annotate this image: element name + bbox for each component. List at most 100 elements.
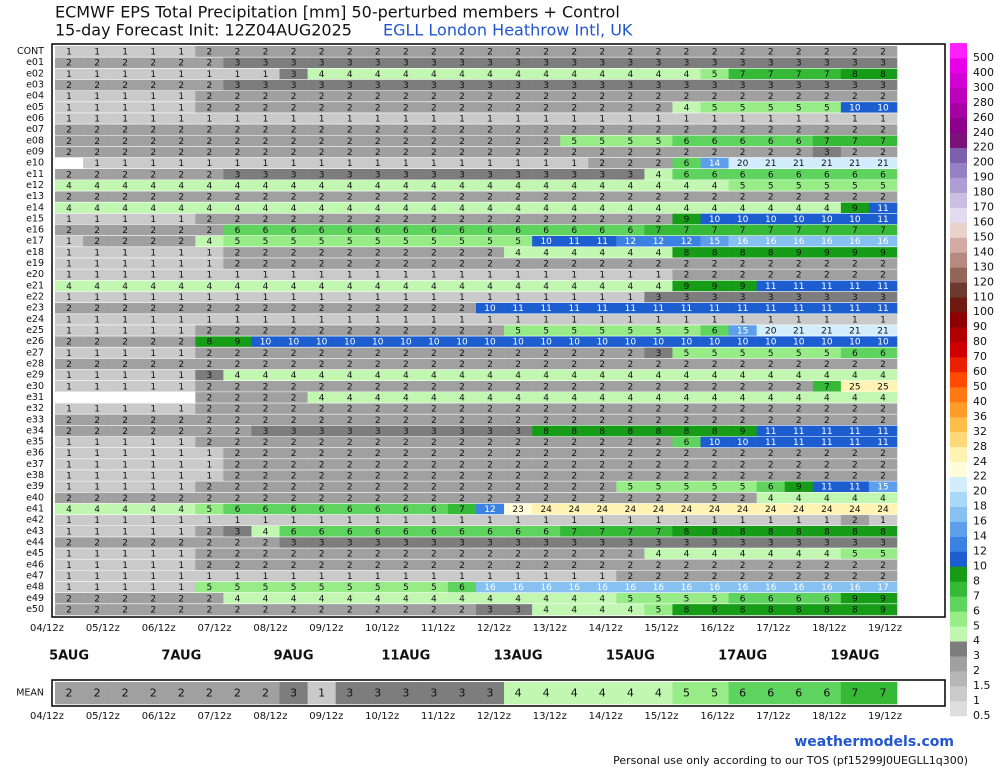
cell xyxy=(447,291,477,303)
legend-swatch xyxy=(950,267,967,283)
cell xyxy=(784,46,814,58)
cell xyxy=(588,403,617,415)
cell-label: 2 xyxy=(740,260,746,270)
cell xyxy=(560,603,589,616)
cell xyxy=(784,682,814,705)
cell-label: 1 xyxy=(263,115,269,125)
cell xyxy=(279,191,308,203)
row-label: e04 xyxy=(26,91,44,102)
cell-label: 3 xyxy=(374,687,381,700)
cell xyxy=(279,581,308,593)
cell-label: 2 xyxy=(740,193,746,203)
legend-label: 90 xyxy=(973,320,987,333)
legend-swatch xyxy=(950,611,967,627)
cell-label: 2 xyxy=(235,427,241,437)
cell xyxy=(672,436,701,448)
cell xyxy=(476,146,505,158)
cell xyxy=(363,592,393,605)
cell-label: 8 xyxy=(740,527,746,537)
cell-label: 1 xyxy=(796,516,802,526)
cell xyxy=(251,391,280,404)
legend-label: 12 xyxy=(973,545,987,558)
cell xyxy=(111,581,140,593)
cell xyxy=(868,146,898,158)
cell xyxy=(700,358,729,370)
cell xyxy=(532,414,561,426)
cell-label: 2 xyxy=(852,449,858,459)
cell xyxy=(391,235,421,248)
cell-label: 6 xyxy=(459,527,465,537)
cell-label: 2 xyxy=(403,248,409,258)
cell-label: 2 xyxy=(375,605,381,615)
cell xyxy=(55,324,84,337)
legend-swatch xyxy=(950,147,967,163)
cell-label: 2 xyxy=(431,605,437,615)
legend-label: 240 xyxy=(973,126,994,139)
cell-label: 12 xyxy=(681,237,692,247)
cell-label: 3 xyxy=(263,427,269,437)
cell xyxy=(195,46,224,58)
cell xyxy=(419,90,449,103)
cell-label: 5 xyxy=(684,483,690,493)
cell-label: 1 xyxy=(206,516,212,526)
cell xyxy=(419,146,449,158)
cell xyxy=(728,536,757,549)
cell-label: 3 xyxy=(599,81,605,91)
cell xyxy=(55,414,84,426)
cell xyxy=(616,503,645,515)
cell-label: 2 xyxy=(431,92,437,102)
cell-label: 2 xyxy=(712,360,718,370)
cell-label: 1 xyxy=(94,472,100,482)
time-label: 18/12z xyxy=(812,623,846,634)
cell xyxy=(812,302,842,315)
cell-label: 3 xyxy=(712,59,718,69)
cell-label: 2 xyxy=(235,193,241,203)
cell-label: 4 xyxy=(347,282,353,292)
cell-label: 9 xyxy=(880,248,886,258)
cell xyxy=(784,447,814,460)
cell xyxy=(139,246,168,259)
cell xyxy=(111,391,140,404)
cell-label: 10 xyxy=(793,215,805,225)
cell-label: 16 xyxy=(849,237,861,247)
cell-label: 4 xyxy=(599,594,605,604)
cell-label: 1 xyxy=(263,293,269,303)
cell xyxy=(784,347,814,359)
cell xyxy=(812,179,842,192)
cell-label: 2 xyxy=(768,561,774,571)
cell-label: 3 xyxy=(768,538,774,548)
cell-label: 1 xyxy=(291,293,297,303)
cell-label: 3 xyxy=(458,687,465,700)
cell-label: 4 xyxy=(655,687,662,700)
cell xyxy=(616,235,645,248)
cell-label: 1 xyxy=(235,271,241,281)
cell-label: 3 xyxy=(712,538,718,548)
cell-label: 2 xyxy=(627,438,633,448)
cell-label: 4 xyxy=(796,393,802,403)
cell xyxy=(784,548,814,560)
cell-label: 1 xyxy=(431,115,437,125)
cell-label: 10 xyxy=(484,304,496,314)
cell xyxy=(700,324,729,337)
cell-label: 1 xyxy=(206,293,212,303)
cell-label: 4 xyxy=(515,181,521,191)
cell xyxy=(504,358,533,370)
cell-label: 1 xyxy=(684,315,690,325)
cell xyxy=(447,168,477,181)
cell xyxy=(83,592,112,605)
cell-label: 2 xyxy=(571,561,577,571)
legend-label: 50 xyxy=(973,380,987,393)
cell-label: 2 xyxy=(291,48,297,58)
cell xyxy=(419,302,449,315)
cell xyxy=(476,124,505,136)
cell xyxy=(307,146,336,158)
cell-label: 1 xyxy=(178,70,184,80)
cell xyxy=(728,257,757,270)
cell-label: 1 xyxy=(403,271,409,281)
cell xyxy=(139,570,168,582)
legend-swatch xyxy=(950,177,967,193)
cell-label: 5 xyxy=(796,349,802,359)
cell xyxy=(532,391,561,404)
cell xyxy=(335,380,365,393)
legend-swatch xyxy=(950,327,967,343)
